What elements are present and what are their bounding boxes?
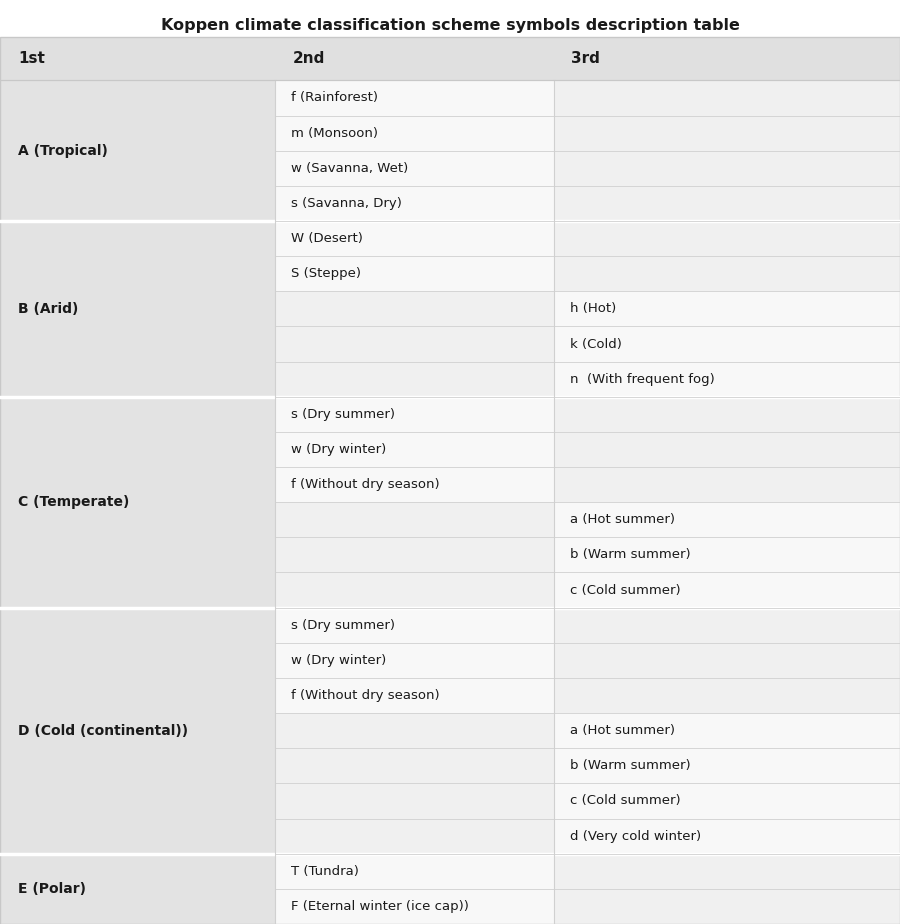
Bar (554, 889, 900, 924)
Bar (554, 361, 900, 396)
Bar (274, 116, 554, 151)
Text: E (Polar): E (Polar) (18, 881, 86, 896)
Bar (554, 713, 900, 748)
Text: s (Savanna, Dry): s (Savanna, Dry) (291, 197, 401, 210)
Bar (274, 538, 554, 573)
Text: f (Without dry season): f (Without dry season) (291, 478, 439, 492)
Bar (0, 37, 900, 80)
Text: s (Dry summer): s (Dry summer) (291, 407, 395, 420)
Bar (554, 116, 900, 151)
Bar (274, 80, 554, 116)
Bar (554, 291, 900, 326)
Bar (554, 80, 900, 116)
Bar (554, 396, 900, 432)
Bar (274, 432, 554, 467)
Text: 2nd: 2nd (292, 51, 325, 67)
Bar (274, 608, 554, 643)
Bar (274, 467, 554, 503)
Text: a (Hot summer): a (Hot summer) (570, 513, 675, 527)
Text: 1st: 1st (18, 51, 45, 67)
Text: w (Dry winter): w (Dry winter) (291, 443, 386, 456)
Text: a (Hot summer): a (Hot summer) (570, 724, 675, 737)
Bar (274, 151, 554, 186)
Bar (274, 361, 554, 396)
Bar (274, 503, 554, 538)
Bar (274, 854, 554, 889)
Text: b (Warm summer): b (Warm summer) (570, 549, 690, 562)
Bar (274, 819, 554, 854)
Text: S (Steppe): S (Steppe) (291, 267, 361, 280)
Bar (554, 784, 900, 819)
Text: D (Cold (continental)): D (Cold (continental)) (18, 723, 188, 737)
Text: c (Cold summer): c (Cold summer) (570, 795, 680, 808)
Bar (274, 326, 554, 361)
Bar (274, 889, 554, 924)
Bar (554, 678, 900, 713)
Text: d (Very cold winter): d (Very cold winter) (570, 830, 701, 843)
Text: w (Savanna, Wet): w (Savanna, Wet) (291, 162, 408, 175)
Text: F (Eternal winter (ice cap)): F (Eternal winter (ice cap)) (291, 900, 469, 913)
Text: C (Temperate): C (Temperate) (18, 495, 130, 509)
Bar (274, 573, 554, 608)
Text: B (Arid): B (Arid) (18, 302, 78, 316)
Text: m (Monsoon): m (Monsoon) (291, 127, 378, 140)
Bar (554, 573, 900, 608)
Bar (554, 748, 900, 784)
Bar (274, 186, 554, 221)
Bar (554, 186, 900, 221)
Text: h (Hot): h (Hot) (570, 302, 616, 315)
Bar (274, 748, 554, 784)
Text: 3rd: 3rd (572, 51, 600, 67)
Bar (554, 819, 900, 854)
Bar (554, 538, 900, 573)
Text: s (Dry summer): s (Dry summer) (291, 619, 395, 632)
Bar (554, 608, 900, 643)
Bar (274, 256, 554, 291)
Text: b (Warm summer): b (Warm summer) (570, 760, 690, 772)
Bar (554, 854, 900, 889)
Bar (274, 643, 554, 678)
Bar (274, 221, 554, 256)
Bar (274, 713, 554, 748)
Text: w (Dry winter): w (Dry winter) (291, 654, 386, 667)
Text: T (Tundra): T (Tundra) (291, 865, 358, 878)
Bar (554, 432, 900, 467)
Bar (274, 784, 554, 819)
Bar (554, 221, 900, 256)
Bar (274, 396, 554, 432)
Bar (554, 151, 900, 186)
Text: A (Tropical): A (Tropical) (18, 144, 108, 158)
Text: n  (With frequent fog): n (With frequent fog) (570, 372, 715, 385)
Text: f (Without dry season): f (Without dry season) (291, 689, 439, 702)
Bar (554, 256, 900, 291)
Bar (554, 326, 900, 361)
Bar (554, 503, 900, 538)
Text: k (Cold): k (Cold) (570, 337, 622, 350)
Text: c (Cold summer): c (Cold summer) (570, 584, 680, 597)
Text: W (Desert): W (Desert) (291, 232, 363, 245)
Text: Koppen climate classification scheme symbols description table: Koppen climate classification scheme sym… (160, 18, 740, 33)
Bar (554, 643, 900, 678)
Bar (554, 467, 900, 503)
Bar (274, 291, 554, 326)
Text: f (Rainforest): f (Rainforest) (291, 91, 378, 104)
Bar (274, 678, 554, 713)
